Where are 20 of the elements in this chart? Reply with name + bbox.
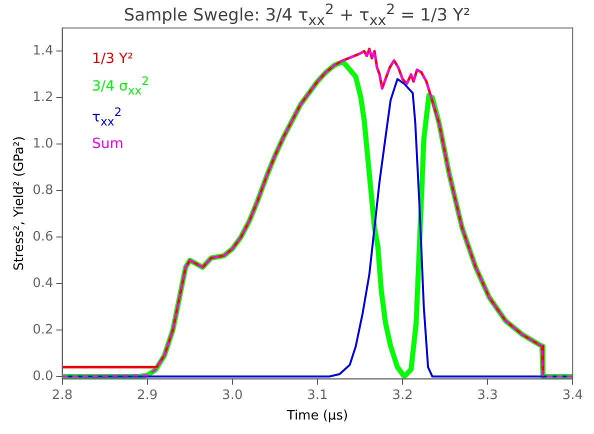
- y-tick-label: 0.0: [32, 368, 54, 384]
- y-tick-label: 1.0: [32, 136, 54, 152]
- y-tick-label: 0.4: [32, 276, 54, 291]
- text: 1/3 Y²: [92, 50, 134, 69]
- x-tick-label: 3.2: [392, 388, 413, 403]
- y-tick-label: 0.8: [32, 183, 54, 198]
- text: Sum: [92, 134, 124, 154]
- chart-title: Sample Swegle: 3/4 τ$_{xx}$$^{2}$ + τ$_{xx}$$^{2}$ = 1/3 Y²: [122, 2, 472, 30]
- y-axis-title: Stress², Yield² (GPa²): [12, 136, 28, 271]
- x-tick-label: 3.3: [477, 388, 498, 403]
- y-tick-label: 0.2: [32, 322, 54, 338]
- x-tick-label: 2.8: [52, 388, 73, 403]
- x-tick-label: 3.0: [222, 388, 243, 403]
- y-tick-label: 1.4: [32, 44, 54, 59]
- x-tick-label: 3.4: [562, 388, 584, 403]
- x-axis-title: Time (μs): [286, 408, 348, 424]
- y-tick-label: 1.2: [32, 90, 54, 106]
- y-tick-label: 0.6: [32, 229, 54, 244]
- x-tick-label: 2.9: [136, 388, 158, 403]
- x-tick-label: 3.1: [307, 388, 328, 403]
